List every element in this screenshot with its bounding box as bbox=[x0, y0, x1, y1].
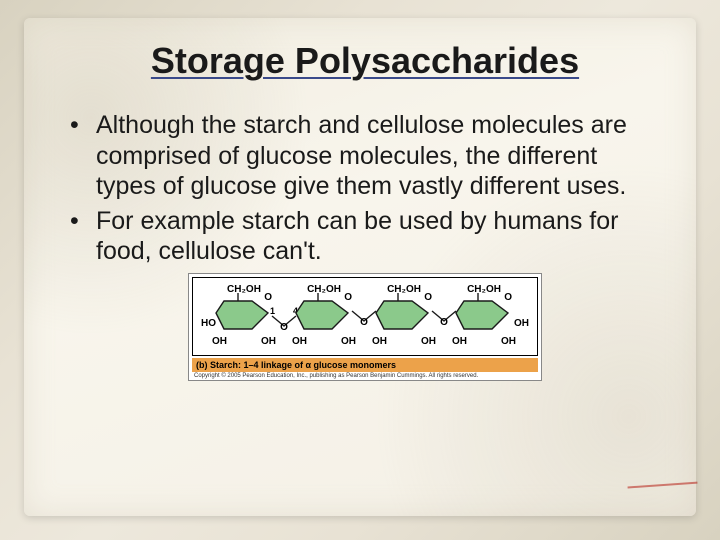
ring-oxygen-label: O bbox=[344, 292, 352, 303]
hexagon-ring: O bbox=[212, 293, 276, 338]
diagram-container: HO CH₂OH O OH OH bbox=[70, 273, 660, 381]
copyright-text: Copyright © 2005 Pearson Education, Inc.… bbox=[192, 372, 538, 380]
link-oxygen-label: O bbox=[360, 317, 368, 328]
ring-oxygen-label: O bbox=[424, 292, 432, 303]
glucose-ring: CH₂OH O OH OH bbox=[292, 284, 356, 347]
hexagon-ring: O bbox=[372, 293, 436, 338]
glucose-ring: CH₂OH O OH OH bbox=[212, 284, 276, 347]
link-oxygen-label: O bbox=[280, 322, 288, 333]
link-oxygen-label: O bbox=[440, 317, 448, 328]
hexagon-ring: O bbox=[292, 293, 356, 338]
slide-content: Storage Polysaccharides Although the sta… bbox=[70, 40, 660, 510]
diagram-caption: (b) Starch: 1–4 linkage of α glucose mon… bbox=[192, 358, 538, 372]
link-carbon-1: 1 bbox=[270, 306, 275, 316]
starch-diagram: HO CH₂OH O OH OH bbox=[188, 273, 542, 381]
hexagon-ring: O bbox=[452, 293, 516, 338]
right-terminal-label: OH bbox=[514, 318, 529, 329]
molecule-area: HO CH₂OH O OH OH bbox=[192, 277, 538, 356]
ring-oxygen-label: O bbox=[504, 292, 512, 303]
bullet-list: Although the starch and cellulose molecu… bbox=[70, 110, 660, 267]
glucose-ring: CH₂OH O OH OH bbox=[372, 284, 436, 347]
bullet-item: For example starch can be used by humans… bbox=[96, 206, 660, 267]
bullet-item: Although the starch and cellulose molecu… bbox=[96, 110, 660, 202]
glucose-ring: CH₂OH O OH OH bbox=[452, 284, 516, 347]
slide-title: Storage Polysaccharides bbox=[70, 40, 660, 82]
glucose-chain: HO CH₂OH O OH OH bbox=[201, 284, 529, 347]
ring-oxygen-label: O bbox=[264, 292, 272, 303]
